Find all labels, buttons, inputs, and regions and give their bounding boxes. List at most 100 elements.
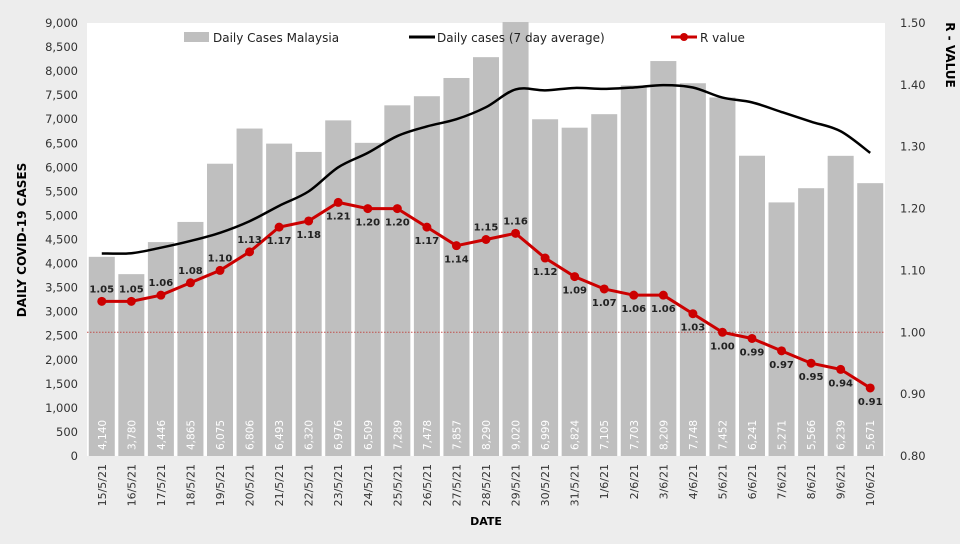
- r-value-data-label: 1.13: [237, 235, 262, 246]
- bar-data-label: 7,478: [422, 420, 434, 450]
- bar-daily-cases: [679, 83, 706, 456]
- y-tick-label: 9,000: [45, 16, 78, 30]
- r-value-marker: [363, 204, 373, 214]
- y2-tick-label: 1.50: [900, 16, 926, 30]
- r-value-marker: [570, 272, 580, 282]
- r-value-data-label: 1.12: [533, 267, 558, 278]
- r-value-data-label: 1.18: [296, 230, 321, 241]
- r-value-data-label: 1.08: [178, 266, 203, 277]
- x-tick-label: 7/6/21: [776, 464, 789, 499]
- r-value-data-label: 1.06: [651, 304, 676, 315]
- r-value-marker: [274, 222, 284, 232]
- y-tick-label: 6,000: [45, 160, 78, 174]
- bar-data-label: 8,290: [481, 420, 493, 450]
- x-tick-label: 9/6/21: [835, 464, 848, 499]
- y-tick-label: 7,000: [45, 112, 78, 126]
- r-value-marker: [481, 235, 491, 244]
- r-value-data-label: 1.17: [267, 236, 292, 247]
- r-value-data-label: 1.17: [415, 236, 440, 247]
- bar-daily-cases: [798, 188, 825, 456]
- r-value-marker: [156, 290, 166, 300]
- r-value-data-label: 1.20: [385, 218, 410, 229]
- r-value-data-label: 0.97: [769, 360, 794, 371]
- bar-data-label: 6,824: [570, 420, 582, 450]
- x-tick-label: 5/6/21: [716, 464, 729, 499]
- bar-data-label: 7,289: [392, 420, 404, 450]
- y2-tick-label: 1.10: [900, 263, 926, 277]
- r-value-marker: [185, 278, 195, 288]
- y2-tick-label: 1.20: [900, 202, 926, 216]
- bar-data-label: 6,806: [245, 420, 257, 450]
- r-value-data-label: 0.94: [828, 378, 853, 389]
- r-value-marker: [747, 333, 757, 343]
- r-value-marker: [245, 247, 255, 257]
- x-tick-label: 29/5/21: [510, 464, 523, 506]
- legend-marker-r-value: [680, 33, 688, 41]
- x-tick-label: 22/5/21: [303, 464, 316, 506]
- r-value-marker: [629, 290, 639, 300]
- x-tick-label: 4/6/21: [687, 464, 700, 499]
- bar-daily-cases: [857, 183, 884, 456]
- y2-tick-label: 0.80: [900, 449, 926, 463]
- r-value-marker: [97, 296, 107, 306]
- x-tick-label: 17/5/21: [155, 464, 168, 506]
- y-tick-label: 4,500: [45, 233, 78, 247]
- y-tick-label: 2,000: [45, 353, 78, 367]
- bar-data-label: 5,566: [806, 420, 818, 450]
- bar-data-label: 6,239: [836, 420, 848, 450]
- y-tick-label: 5,000: [45, 208, 78, 222]
- x-tick-label: 20/5/21: [244, 464, 257, 506]
- bar-data-label: 8,209: [658, 420, 670, 450]
- y2-tick-label: 0.90: [900, 387, 926, 401]
- r-value-marker: [658, 290, 668, 300]
- y-tick-label: 6,500: [45, 136, 78, 150]
- r-value-marker: [511, 228, 521, 238]
- r-value-data-label: 1.05: [89, 284, 114, 295]
- bar-data-label: 7,452: [717, 420, 729, 450]
- bar-data-label: 7,105: [599, 420, 611, 450]
- bar-data-label: 6,075: [215, 420, 227, 450]
- r-value-data-label: 1.16: [503, 216, 528, 227]
- bar-daily-cases: [88, 256, 115, 456]
- bar-daily-cases: [827, 155, 854, 456]
- bar-daily-cases: [768, 202, 795, 456]
- x-tick-label: 31/5/21: [569, 464, 582, 506]
- y-axis-title: DAILY COVID-19 CASES: [15, 163, 29, 317]
- r-value-marker: [806, 358, 816, 368]
- r-value-marker: [717, 327, 727, 337]
- r-value-marker: [599, 284, 609, 294]
- bar-daily-cases: [384, 105, 411, 456]
- y-tick-label: 8,500: [45, 40, 78, 54]
- legend-label-daily-cases: Daily Cases Malaysia: [213, 31, 339, 45]
- bar-daily-cases: [206, 163, 234, 456]
- y2-tick-label: 1.40: [900, 78, 926, 92]
- y-tick-label: 3,000: [45, 305, 78, 319]
- bar-data-label: 9,020: [511, 420, 523, 450]
- r-value-marker: [777, 346, 787, 356]
- x-tick-label: 18/5/21: [184, 464, 197, 506]
- bar-data-label: 6,493: [274, 420, 286, 450]
- r-value-marker: [540, 253, 550, 263]
- r-value-marker: [688, 309, 698, 319]
- x-tick-label: 21/5/21: [273, 464, 286, 506]
- r-value-marker: [422, 222, 432, 232]
- r-value-data-label: 1.06: [149, 278, 174, 289]
- bar-daily-cases: [295, 151, 322, 456]
- x-tick-label: 26/5/21: [421, 464, 434, 506]
- x-tick-label: 23/5/21: [332, 464, 345, 506]
- bar-data-label: 5,671: [865, 420, 877, 450]
- bar-data-label: 6,509: [363, 420, 375, 450]
- r-value-marker: [304, 216, 314, 226]
- bar-data-label: 7,703: [629, 420, 641, 450]
- bar-data-label: 3,780: [126, 420, 138, 450]
- bar-daily-cases: [443, 77, 470, 456]
- y-tick-label: 8,000: [45, 64, 78, 78]
- r-value-data-label: 1.15: [474, 223, 499, 234]
- bar-daily-cases: [147, 242, 174, 456]
- x-tick-label: 6/6/21: [746, 464, 759, 499]
- y2-axis-title: R - VALUE: [943, 22, 957, 88]
- bar-daily-cases: [354, 142, 381, 456]
- r-value-marker: [126, 296, 136, 306]
- legend-label-7day-average: Daily cases (7 day average): [437, 31, 605, 45]
- y-tick-label: 500: [56, 425, 78, 439]
